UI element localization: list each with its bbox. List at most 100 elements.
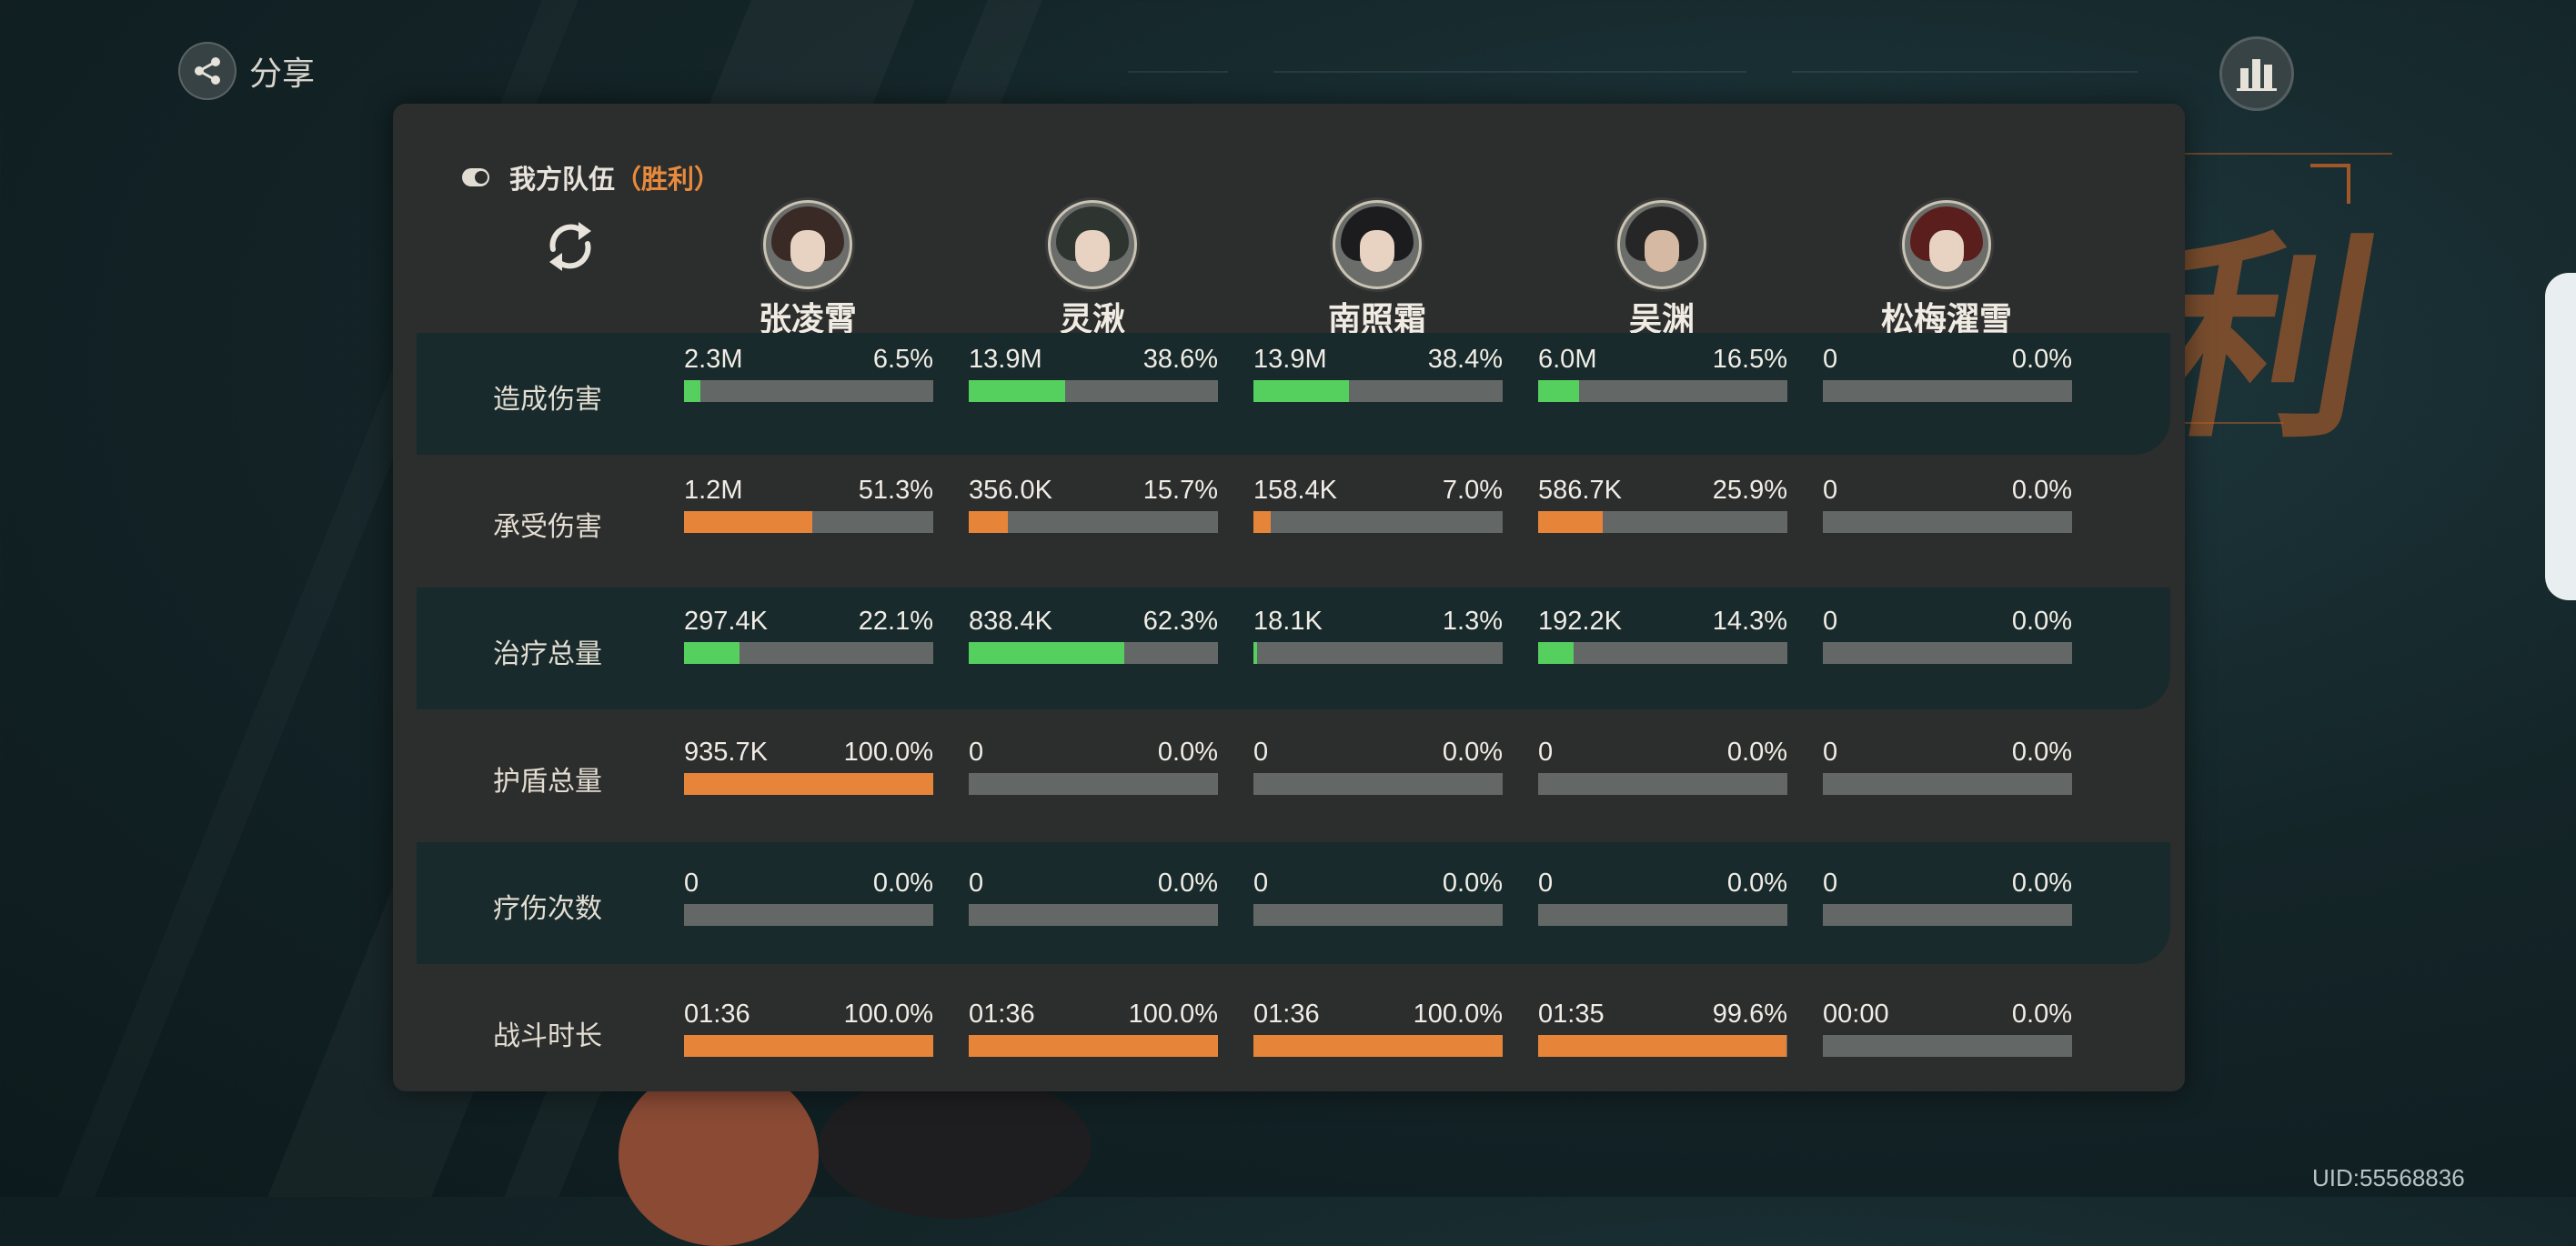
background-line bbox=[2092, 153, 2392, 155]
hero-avatar bbox=[1048, 200, 1137, 289]
stat-percent: 16.5% bbox=[1712, 345, 1787, 374]
stat-percent: 100.0% bbox=[1128, 1000, 1218, 1029]
stat-values: 01:35 99.6% bbox=[1538, 999, 1787, 1030]
stat-percent: 14.3% bbox=[1712, 607, 1787, 636]
team-result: （胜利） bbox=[615, 166, 721, 195]
stat-values: 586.7K 25.9% bbox=[1538, 475, 1787, 506]
stat-value: 0 bbox=[1823, 607, 1838, 636]
stat-percent: 0.0% bbox=[1726, 869, 1787, 898]
stat-value: 0 bbox=[969, 869, 984, 898]
stat-value: 00:00 bbox=[1823, 1000, 1889, 1029]
background-line bbox=[2092, 422, 2283, 424]
stat-values: 6.0M 16.5% bbox=[1538, 344, 1787, 375]
top-decoration-line bbox=[1792, 71, 2138, 73]
stat-percent: 38.6% bbox=[1142, 345, 1218, 374]
stat-values: 0 0.0% bbox=[1253, 868, 1503, 899]
background-character-art bbox=[819, 1073, 1092, 1219]
stat-bar bbox=[1823, 1035, 2072, 1057]
stat-values: 01:36 100.0% bbox=[684, 999, 933, 1030]
share-icon bbox=[178, 42, 236, 100]
stat-values: 18.1K 1.3% bbox=[1253, 606, 1503, 637]
stat-values: 2.3M 6.5% bbox=[684, 344, 933, 375]
stat-values: 0 0.0% bbox=[684, 868, 933, 899]
stat-values: 0 0.0% bbox=[1823, 475, 2072, 506]
hero-column[interactable]: 吴渊 bbox=[1544, 200, 1780, 340]
stat-values: 0 0.0% bbox=[1823, 737, 2072, 768]
stat-percent: 0.0% bbox=[1726, 738, 1787, 767]
stat-cell: 01:36 100.0% bbox=[969, 999, 1218, 1057]
statistics-button[interactable] bbox=[2219, 36, 2294, 111]
stat-label: 护盾总量 bbox=[493, 767, 602, 797]
stat-value: 01:36 bbox=[969, 1000, 1035, 1029]
stat-bar bbox=[1538, 380, 1787, 402]
top-decoration-line bbox=[1128, 71, 1228, 73]
stat-bar bbox=[969, 1035, 1218, 1057]
uid-label: UID:55568836 bbox=[2312, 1164, 2465, 1191]
stat-percent: 99.6% bbox=[1712, 1000, 1787, 1029]
stat-bar bbox=[1538, 904, 1787, 926]
stat-bar bbox=[969, 511, 1218, 533]
stat-percent: 0.0% bbox=[1157, 869, 1218, 898]
stat-bar-fill bbox=[684, 380, 700, 402]
stat-percent: 0.0% bbox=[2011, 607, 2072, 636]
stat-cell: 01:36 100.0% bbox=[684, 999, 933, 1057]
stat-bar-fill bbox=[969, 642, 1124, 664]
stat-value: 297.4K bbox=[684, 607, 768, 636]
stat-bar bbox=[969, 642, 1218, 664]
side-drawer-handle[interactable] bbox=[2545, 273, 2576, 600]
stat-value: 935.7K bbox=[684, 738, 768, 767]
stat-bar-fill bbox=[1253, 380, 1350, 402]
stat-bar bbox=[1823, 511, 2072, 533]
refresh-button[interactable] bbox=[540, 216, 600, 276]
stat-percent: 0.0% bbox=[1157, 738, 1218, 767]
stat-values: 0 0.0% bbox=[1538, 737, 1787, 768]
stat-percent: 6.5% bbox=[872, 345, 933, 374]
stat-cell: 2.3M 6.5% bbox=[684, 344, 933, 402]
hero-avatar bbox=[1902, 200, 1991, 289]
stat-bar bbox=[1823, 904, 2072, 926]
stat-percent: 0.0% bbox=[2011, 476, 2072, 505]
stat-cell: 0 0.0% bbox=[684, 868, 933, 926]
share-button[interactable]: 分享 bbox=[178, 42, 315, 100]
stat-bar bbox=[1253, 773, 1503, 795]
stat-value: 18.1K bbox=[1253, 607, 1323, 636]
stat-bar bbox=[969, 380, 1218, 402]
stat-value: 0 bbox=[1823, 738, 1838, 767]
stat-values: 935.7K 100.0% bbox=[684, 737, 933, 768]
hero-column[interactable]: 灵湫 bbox=[974, 200, 1211, 340]
stat-values: 0 0.0% bbox=[969, 868, 1218, 899]
stat-values: 13.9M 38.6% bbox=[969, 344, 1218, 375]
stat-percent: 0.0% bbox=[2011, 345, 2072, 374]
hero-avatar bbox=[1333, 200, 1422, 289]
hero-column[interactable]: 南照霜 bbox=[1259, 200, 1495, 340]
stat-bar bbox=[1253, 1035, 1503, 1057]
stat-values: 158.4K 7.0% bbox=[1253, 475, 1503, 506]
stat-percent: 0.0% bbox=[1442, 738, 1503, 767]
hero-name: 南照霜 bbox=[1327, 300, 1426, 337]
hero-column[interactable]: 松梅濯雪 bbox=[1828, 200, 2065, 340]
stat-bar-fill bbox=[684, 773, 933, 795]
stat-cell: 0 0.0% bbox=[1823, 344, 2072, 402]
stat-bar-fill bbox=[969, 1035, 1218, 1057]
stat-bar bbox=[1253, 642, 1503, 664]
stat-cell: 13.9M 38.6% bbox=[969, 344, 1218, 402]
stat-values: 0 0.0% bbox=[1823, 868, 2072, 899]
stat-cell: 0 0.0% bbox=[1538, 868, 1787, 926]
hero-column[interactable]: 张凌霄 bbox=[689, 200, 926, 340]
stat-values: 356.0K 15.7% bbox=[969, 475, 1218, 506]
stat-cell: 356.0K 15.7% bbox=[969, 475, 1218, 533]
hero-name: 灵湫 bbox=[1059, 300, 1125, 337]
hero-name: 张凌霄 bbox=[758, 300, 857, 337]
stat-percent: 51.3% bbox=[858, 476, 933, 505]
stat-values: 192.2K 14.3% bbox=[1538, 606, 1787, 637]
stat-row-shield: 护盾总量 bbox=[417, 718, 2170, 840]
stat-values: 0 0.0% bbox=[1253, 737, 1503, 768]
stat-bar bbox=[1823, 642, 2072, 664]
stat-row-heal-count: 疗伤次数 bbox=[417, 842, 2170, 964]
stat-bar bbox=[1538, 511, 1787, 533]
stat-label: 造成伤害 bbox=[493, 385, 602, 415]
stat-bar bbox=[1253, 904, 1503, 926]
toggle-icon bbox=[462, 168, 489, 186]
refresh-icon bbox=[549, 222, 591, 271]
stat-bar bbox=[1823, 380, 2072, 402]
